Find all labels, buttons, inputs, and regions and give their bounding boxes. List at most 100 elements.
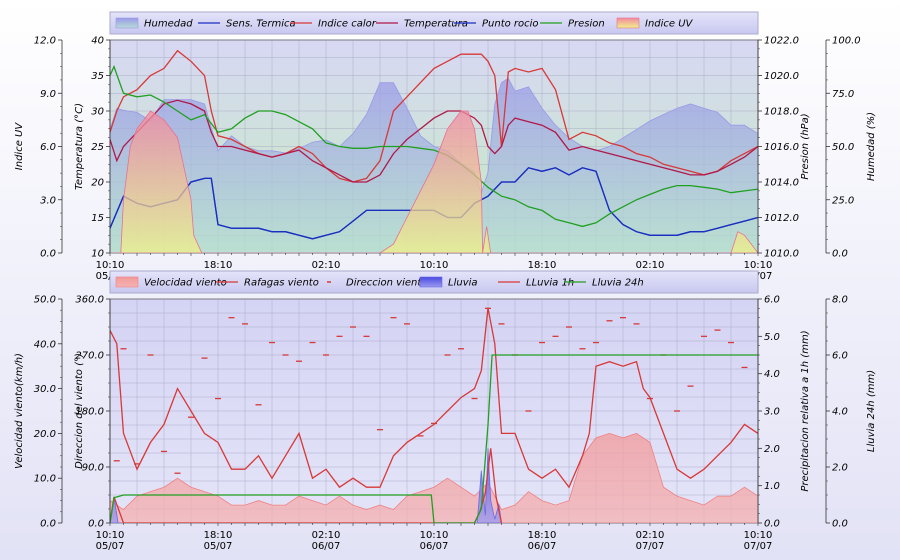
x-tick-time: 10:10 [96, 260, 125, 271]
legend-label: LLuvia 1h [526, 278, 574, 289]
series-velocidad-viento-area [110, 432, 758, 523]
tick-label: 1018.0 [764, 107, 799, 118]
x-tick-time: 02:10 [312, 260, 341, 271]
tick-label: 1014.0 [764, 178, 799, 189]
axis-hum: 0.0 25.0 50.0 75.0 100.0 Humedad (%) [825, 36, 877, 260]
legend-label: Lluvia 24h [592, 278, 644, 289]
legend-item: Lluvia [419, 276, 478, 289]
legend-label: Presion [568, 19, 605, 30]
tick-label: 0.0 [40, 519, 56, 530]
axis-speed: 0.0 10.0 20.0 30.0 40.0 50.0 Velocidad viento(… [14, 295, 63, 530]
legend-item: Punto rocio [454, 19, 539, 30]
series-temperatura-line [110, 99, 758, 183]
series-lluvia-24h-line [110, 354, 758, 523]
axis-title: Direccion del viento (°) [74, 353, 85, 469]
legend-label: Lluvia [448, 278, 478, 289]
axis-press: 1010.0 1012.0 1014.0 1016.0 1018.0 1020.0 1022… [757, 36, 811, 260]
tick-label: 100.0 [832, 36, 861, 47]
axis-temp: 10 15 20 25 30 35 40 Temperatura (°C) [74, 36, 111, 260]
tick-label: 35 [91, 71, 104, 82]
legend-swatch [419, 276, 443, 288]
legend-swatch [115, 17, 139, 29]
x-tick-time: 18:10 [528, 260, 557, 271]
tick-label: 50.0 [832, 142, 854, 153]
tick-label: 8.0 [832, 295, 848, 306]
x-tick-time: 10:10 [744, 260, 773, 271]
x-tick-time: 18:10 [528, 530, 557, 541]
tick-label: 40 [91, 36, 104, 47]
tick-label: 2.0 [832, 463, 848, 474]
x-tick-date: 07/07 [744, 541, 773, 552]
x-tick-time: 18:10 [204, 260, 233, 271]
legend-label: Sens. Termica [226, 19, 296, 30]
tick-label: 25.0 [832, 195, 854, 206]
legend-item: Rafagas viento [216, 278, 319, 289]
legend-item: Velocidad viento [115, 276, 227, 289]
legend-swatch [115, 276, 139, 288]
legend-item: Presion [540, 19, 605, 30]
legend-label: Velocidad viento [144, 278, 227, 289]
series-indice-uv-area [110, 110, 758, 253]
tick-label: 1012.0 [764, 213, 799, 224]
x-tick-time: 02:10 [636, 260, 665, 271]
x-tick-time: 02:10 [312, 530, 341, 541]
series-group [110, 307, 758, 523]
axis-title: Precipitacion relativa a 1h (mm) [800, 330, 811, 491]
axis-title: Humedad (%) [866, 112, 877, 181]
series-group [110, 49, 758, 253]
x-tick-time: 10:10 [420, 530, 449, 541]
axis-title: Lluvia 24h (mm) [866, 370, 877, 452]
tick-label: 75.0 [832, 89, 854, 100]
tick-label: 0.0 [764, 519, 780, 530]
tick-label: 20.0 [34, 429, 56, 440]
tick-label: 0.0 [832, 249, 848, 260]
tick-label: 3.0 [40, 195, 56, 206]
tick-label: 180.0 [75, 407, 104, 418]
x-tick-time: 10:10 [744, 530, 773, 541]
x-tick-date: 06/07 [312, 541, 341, 552]
bottom-chart-panel: Velocidad viento Rafagas viento Direccion … [14, 270, 877, 552]
tick-label: 0.0 [88, 519, 104, 530]
tick-label: 12.0 [34, 36, 56, 47]
legend-label: Temperatura [404, 19, 468, 30]
axis-title: Temperatura (°C) [74, 103, 85, 190]
tick-label: 1010.0 [764, 249, 799, 260]
x-tick-time: 02:10 [636, 530, 665, 541]
tick-label: 40.0 [34, 339, 56, 350]
tick-label: 0.0 [832, 519, 848, 530]
tick-label: 6.0 [40, 142, 56, 153]
tick-label: 4.0 [832, 407, 848, 418]
tick-label: 10.0 [34, 474, 56, 485]
tick-label: 4.0 [764, 369, 780, 380]
x-axis: 10:1005/0718:1005/0702:1006/0710:1006/07… [96, 523, 773, 552]
tick-label: 1020.0 [764, 71, 799, 82]
axis-title: Velocidad viento(km/h) [14, 353, 25, 469]
tick-label: 2.0 [764, 444, 780, 455]
series-presion-line [110, 64, 758, 228]
axis-rate: 0.0 1.0 2.0 3.0 4.0 5.0 6.0 Precipitacion relat… [757, 295, 811, 530]
legend-label: Indice calor [318, 19, 377, 30]
legend-label: Indice UV [645, 19, 694, 30]
tick-label: 5.0 [764, 332, 780, 343]
series-rafagas-viento-line [110, 307, 758, 489]
legend-swatch [616, 17, 640, 29]
x-tick-date: 06/07 [528, 541, 557, 552]
tick-label: 25 [91, 142, 104, 153]
tick-label: 3.0 [764, 407, 780, 418]
x-tick-date: 05/07 [204, 541, 233, 552]
legend-item: Humedad [115, 17, 193, 30]
tick-label: 20 [91, 178, 104, 189]
series-indice-calor-line [110, 49, 758, 183]
legend-item: Sens. Termica [198, 19, 296, 30]
legend-item: Indice calor [290, 19, 377, 30]
tick-label: 0.0 [40, 249, 56, 260]
legend-label: Humedad [144, 19, 193, 30]
tick-label: 9.0 [40, 89, 56, 100]
axis-uv: 0.0 3.0 6.0 9.0 12.0 Indice UV [14, 36, 63, 260]
